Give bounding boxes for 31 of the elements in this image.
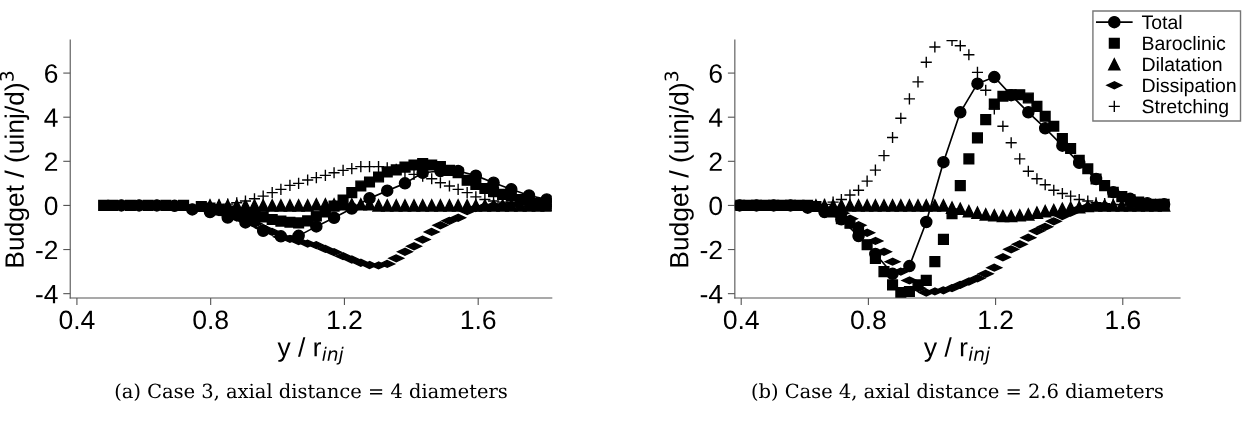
y-tick-label: 0 [709, 196, 723, 216]
y-tick-label: -4 [700, 285, 723, 304]
y-tick-label: 4 [708, 108, 723, 127]
x-axis-title: y / r$_{inj}$ [923, 337, 991, 365]
y-tick-label: 6 [709, 64, 722, 83]
y-tick-label: 2 [45, 152, 58, 171]
legend-label: Baroclinic [1143, 35, 1226, 51]
x-tick-label: 1.6 [1106, 310, 1140, 330]
x-axis-title: y / r$_{inj}$ [277, 337, 344, 365]
y-tick-label: 0 [44, 196, 58, 216]
x-tick-label: 1.2 [328, 310, 362, 329]
text: (a) Case 3, axial distance = 4 diameters [115, 383, 507, 402]
x-tick-label: 1.6 [461, 310, 496, 330]
legend-label: Stretching [1142, 99, 1228, 118]
x-tick-label: 0.8 [851, 310, 886, 330]
y-axis-title: Budget / (uinj/d)$^{3}$ [0, 71, 30, 267]
y-tick-label: 4 [44, 108, 58, 127]
y-tick-label: -4 [36, 285, 58, 304]
y-tick-label: -2 [700, 240, 722, 260]
x-tick-label: 0.4 [723, 310, 759, 330]
legend-label: Total [1141, 14, 1182, 30]
x-tick-label: 0.8 [193, 310, 228, 330]
text: (b) Case 4, axial distance = 2.6 diameters [752, 383, 1163, 402]
y-axis-title: Budget / (uinj/d)$^{3}$ [664, 71, 694, 267]
x-tick-label: 1.2 [979, 310, 1013, 329]
y-tick-label: 6 [45, 64, 58, 83]
y-tick-label: 2 [709, 152, 722, 171]
y-tick-label: -2 [36, 240, 58, 260]
legend-label: Dissipation [1143, 78, 1236, 97]
x-tick-label: 0.4 [59, 310, 95, 330]
legend-label: Dilatation [1143, 56, 1222, 72]
